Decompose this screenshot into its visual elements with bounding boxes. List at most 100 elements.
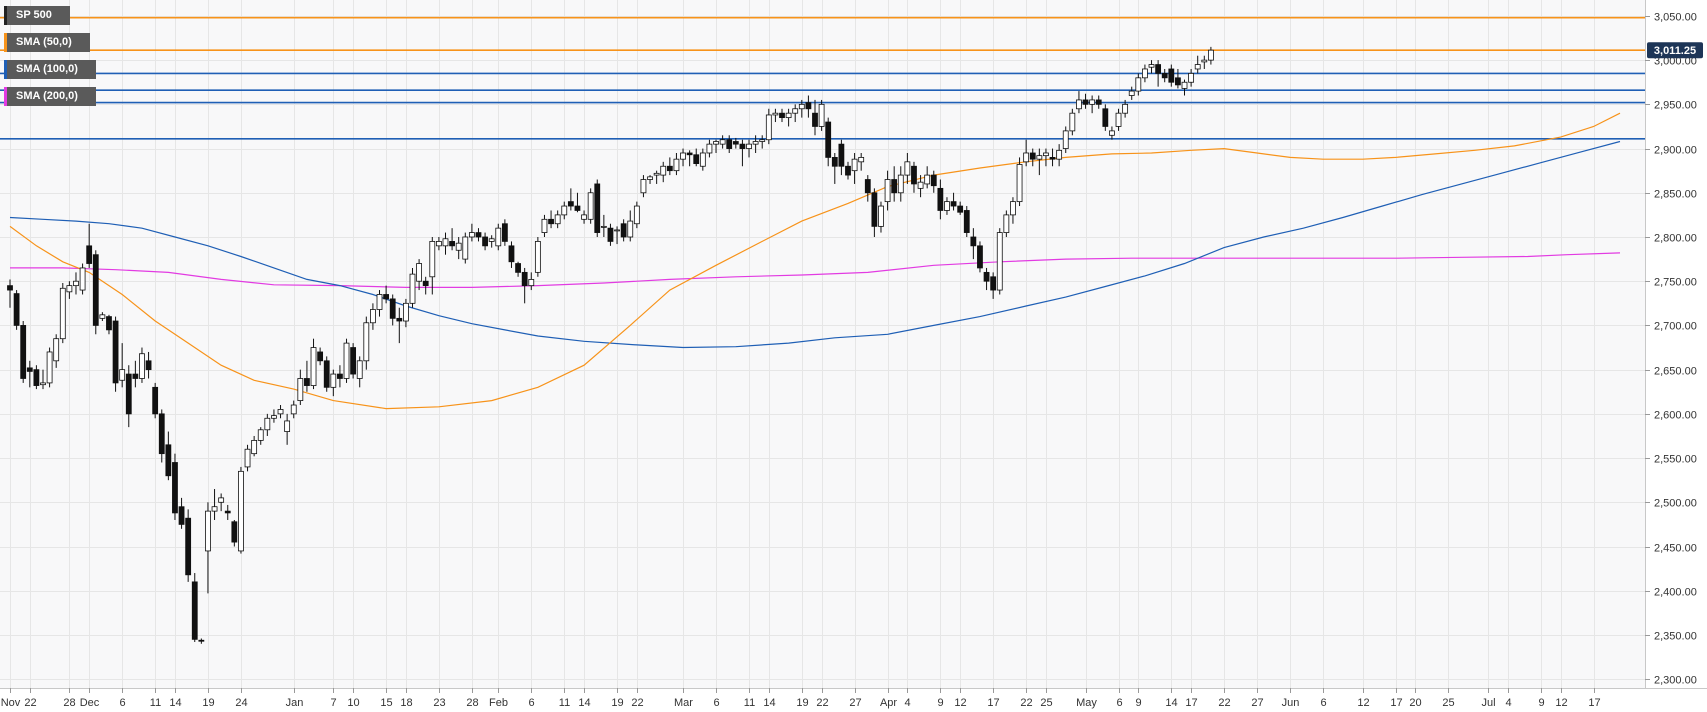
x-axis-ticks: Nov 22 28 Dec 6 11 14 19 24 Jan 7 10 15 18 23 28 Feb 6 11 1… xyxy=(1,688,1601,709)
candle-body-down xyxy=(805,102,812,110)
candle xyxy=(1161,68,1168,83)
candle xyxy=(317,347,324,366)
x-tick-label: 11 xyxy=(744,697,755,709)
candle xyxy=(851,152,858,184)
candle-body-down xyxy=(323,360,330,388)
candle-body-up xyxy=(1016,164,1023,203)
candle xyxy=(924,166,931,189)
legend-item-sma100[interactable]: SMA (100,0) xyxy=(4,60,96,79)
candle-body-down xyxy=(152,386,159,415)
candle-body-up xyxy=(581,214,587,220)
legend-item-sma200[interactable]: SMA (200,0) xyxy=(4,87,96,106)
y-axis-ticks: 3,050.00 3,000.00 2,950.00 2,900.00 2,850.00… xyxy=(1645,12,1697,687)
candle-body-down xyxy=(396,317,403,322)
candle xyxy=(1010,197,1016,224)
legend-label: SP 500 xyxy=(16,9,52,21)
candle-body-up xyxy=(528,279,535,287)
candle-body-up xyxy=(699,152,706,167)
legend-swatch xyxy=(4,6,7,25)
y-tick-label: 3,000.00 xyxy=(1654,56,1697,68)
candle xyxy=(73,272,79,295)
candle-body-up xyxy=(343,342,350,379)
candle-body-down xyxy=(567,201,574,207)
y-tick-label: 2,750.00 xyxy=(1654,277,1697,289)
candle-body-up xyxy=(46,351,53,384)
x-tick-label: 22 xyxy=(631,697,643,709)
candle-body-down xyxy=(178,506,185,525)
candle xyxy=(746,139,752,158)
candle xyxy=(92,250,99,335)
x-tick-label: 11 xyxy=(150,697,161,709)
candle xyxy=(1036,148,1043,176)
candle xyxy=(198,638,205,644)
candle xyxy=(238,466,244,554)
candle xyxy=(878,201,884,233)
legend-item-sma50[interactable]: SMA (50,0) xyxy=(4,33,90,52)
x-tick-label: 14 xyxy=(1165,697,1177,709)
candle-body-down xyxy=(779,112,785,119)
candle-body-up xyxy=(409,273,416,304)
candle-body-down xyxy=(911,165,917,185)
x-tick-label: 6 xyxy=(528,697,534,709)
candle xyxy=(462,232,469,264)
candle-body-up xyxy=(99,314,106,319)
y-tick-label: 2,550.00 xyxy=(1654,454,1697,466)
candle xyxy=(706,139,713,158)
candle xyxy=(897,166,904,202)
candle xyxy=(165,431,172,481)
x-tick-label: 4 xyxy=(1505,697,1511,709)
candle-body-down xyxy=(172,462,178,514)
candle xyxy=(977,241,983,273)
x-tick-label: May xyxy=(1076,697,1097,709)
candle-body-down xyxy=(963,210,970,233)
candle xyxy=(145,351,152,379)
candle-body-up xyxy=(53,338,60,362)
candle xyxy=(383,285,390,304)
candle xyxy=(205,502,211,594)
candle xyxy=(244,444,251,472)
x-tick-label: 14 xyxy=(578,697,590,709)
candle xyxy=(1128,86,1135,100)
x-tick-label: 14 xyxy=(169,697,181,709)
candle xyxy=(719,135,726,149)
candle-body-up xyxy=(600,225,607,228)
x-tick-label: 10 xyxy=(347,697,359,709)
candle-body-up xyxy=(1128,90,1135,96)
candle-body-up xyxy=(1076,99,1082,110)
candle-body-down xyxy=(165,444,172,477)
candle-body-up xyxy=(1056,149,1063,160)
candle-body-down xyxy=(337,373,343,379)
candle xyxy=(1155,60,1162,87)
x-tick-label: 17 xyxy=(987,697,999,709)
candle-body-down xyxy=(957,205,964,213)
legend-item-sp500[interactable]: SP 500 xyxy=(4,6,70,25)
candle xyxy=(1142,64,1148,83)
candle-body-up xyxy=(785,112,792,119)
x-tick-label: 9 xyxy=(937,697,943,709)
y-tick-label: 2,600.00 xyxy=(1654,410,1697,422)
y-tick-label: 2,850.00 xyxy=(1654,189,1697,201)
candle-body-down xyxy=(112,320,119,384)
y-tick-label: 2,400.00 xyxy=(1654,587,1697,599)
candle-body-up xyxy=(290,404,297,415)
candle-body-up xyxy=(251,439,258,455)
candle xyxy=(501,219,508,246)
candle xyxy=(1188,68,1195,87)
candle xyxy=(1043,148,1049,167)
x-tick-label: 4 xyxy=(904,697,910,709)
candle xyxy=(422,276,429,295)
candle-body-up xyxy=(534,241,541,273)
candle xyxy=(310,338,317,390)
candle xyxy=(297,369,304,406)
x-tick-label: 19 xyxy=(611,697,623,709)
candle-body-up xyxy=(818,103,825,127)
candle-body-up xyxy=(640,179,647,194)
x-tick-label: Jan xyxy=(286,697,304,709)
candle xyxy=(1115,108,1122,131)
candle-body-up xyxy=(79,267,86,291)
candle-body-up xyxy=(1208,49,1214,61)
candle-body-down xyxy=(501,223,508,242)
candle-body-down xyxy=(607,227,614,242)
candle-body-up xyxy=(429,241,436,278)
candle-body-down xyxy=(693,154,700,164)
